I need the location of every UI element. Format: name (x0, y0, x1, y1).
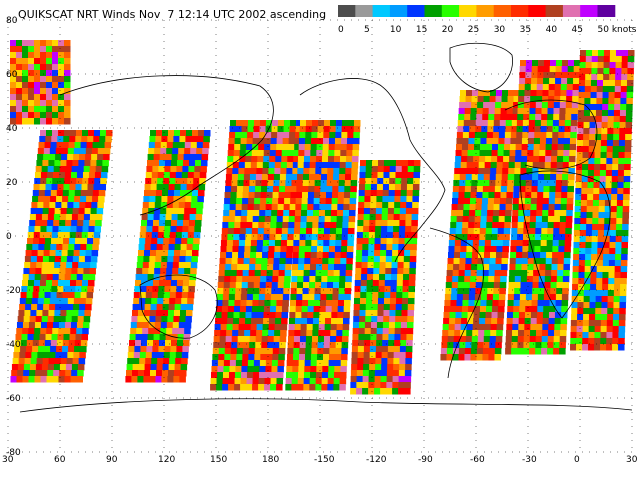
colorbar-swatch (441, 5, 460, 17)
longitude-label: 30 (2, 455, 14, 465)
colorbar-swatch (562, 5, 581, 17)
colorbar-swatch (580, 5, 598, 17)
latitude-label: -80 (6, 448, 21, 458)
colorbar-swatch (493, 5, 512, 17)
colorbar-swatch (389, 5, 408, 17)
colorbar-label: 25 (468, 25, 479, 35)
longitude-label: 150 (210, 455, 227, 465)
colorbar-swatch (459, 5, 477, 17)
colorbar-swatch (511, 5, 529, 17)
longitude-label: 90 (106, 455, 118, 465)
latitude-label: 40 (6, 124, 18, 134)
longitude-label: -30 (522, 455, 537, 465)
latitude-label: 60 (6, 70, 18, 80)
colorbar-label: 5 (364, 25, 370, 35)
colorbar-swatch (355, 5, 374, 17)
colorbar-label: 35 (520, 25, 531, 35)
colorbar-label: 0 (338, 25, 344, 35)
longitude-label: 0 (574, 455, 580, 465)
longitude-label: -120 (366, 455, 387, 465)
colorbar-swatch (372, 5, 391, 17)
longitude-label: 60 (54, 455, 66, 465)
colorbar-swatches (338, 5, 616, 17)
colorbar-swatch (597, 5, 616, 17)
latitude-label: -40 (6, 340, 21, 350)
colorbar-label: 45 (572, 25, 583, 35)
colorbar-swatch (528, 5, 547, 17)
wind-swaths (10, 40, 635, 395)
longitude-label: -90 (418, 455, 433, 465)
colorbar-label: 15 (416, 25, 427, 35)
wind-speed-colorbar: 0 5 10 15 20 25 30 35 40 45 50 knots (338, 5, 637, 35)
latitude-label: 80 (6, 16, 18, 26)
longitude-label: 30 (626, 455, 638, 465)
latitude-label: 0 (6, 232, 12, 242)
longitude-label: 120 (158, 455, 175, 465)
colorbar-swatch (424, 5, 443, 17)
map-title: QUIKSCAT NRT Winds Nov 7 12:14 UTC 2002 … (18, 8, 327, 21)
colorbar-label: 50 knots (598, 25, 637, 35)
colorbar-label: 40 (546, 25, 558, 35)
latitude-label: -60 (6, 394, 21, 404)
colorbar-labels: 0 5 10 15 20 25 30 35 40 45 50 knots (338, 25, 637, 35)
latitude-labels: 80 60 40 20 0 -20 -40 -60 -80 (6, 16, 21, 458)
colorbar-swatch (476, 5, 495, 17)
colorbar-swatch (545, 5, 564, 17)
colorbar-swatch (338, 5, 356, 17)
latitude-label: 20 (6, 178, 18, 188)
colorbar-label: 30 (494, 25, 506, 35)
longitude-label: 180 (262, 455, 279, 465)
latitude-label: -20 (6, 286, 21, 296)
colorbar-swatch (407, 5, 425, 17)
longitude-label: -150 (314, 455, 335, 465)
colorbar-label: 10 (390, 25, 402, 35)
colorbar-label: 20 (442, 25, 454, 35)
coastlines (19, 42, 633, 413)
longitude-labels: 30 60 90 120 150 180 -150 -120 -90 -60 -30 0 30 (2, 455, 638, 465)
longitude-label: -60 (470, 455, 485, 465)
